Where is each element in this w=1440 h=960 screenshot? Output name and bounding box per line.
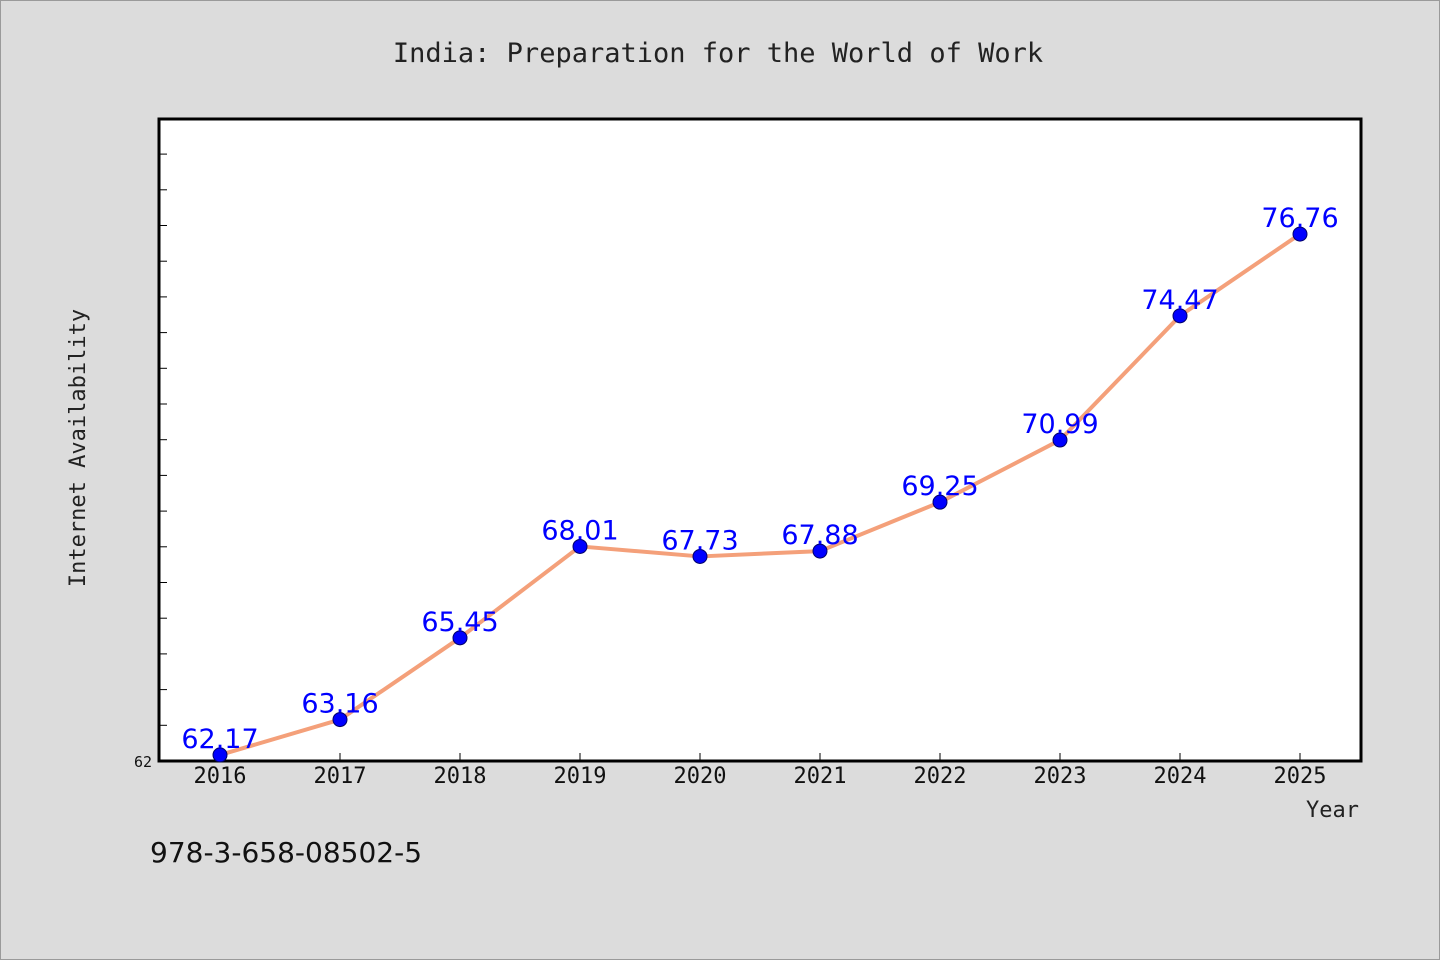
data-label: 63.16: [301, 689, 378, 720]
data-label: 70.99: [1021, 409, 1098, 440]
series-line: [218, 232, 1302, 757]
chart-title: India: Preparation for the World of Work: [393, 38, 1043, 69]
x-tick-label: 2022: [914, 764, 967, 789]
footer-code: 978-3-658-08502-5: [150, 836, 422, 869]
data-label: 67.73: [661, 525, 738, 556]
data-label: 62.17: [181, 724, 258, 755]
x-tick-labels: 2016 2017 2018 2019 2020 2021 2022 2023 2024 2025: [194, 764, 1327, 789]
x-tick-label: 2017: [314, 764, 367, 789]
data-point-marker: [572, 538, 588, 554]
y-tick-label: 62: [134, 753, 152, 771]
plot-area: [157, 117, 1363, 763]
data-label: 68.01: [541, 515, 618, 546]
y-axis-label: Internet Availability: [66, 309, 91, 587]
data-point-marker: [1292, 226, 1308, 242]
x-tick-label: 2018: [434, 764, 487, 789]
data-label: 67.88: [781, 520, 858, 551]
data-point-marker: [692, 548, 708, 564]
data-point-marker: [452, 630, 468, 646]
data-label: 65.45: [421, 607, 498, 638]
x-tick-label: 2024: [1154, 764, 1207, 789]
x-tick-label: 2020: [674, 764, 727, 789]
x-tick-label: 2025: [1274, 764, 1327, 789]
data-label: 69.25: [901, 471, 978, 502]
data-point-marker: [932, 494, 948, 510]
x-tick-label: 2023: [1034, 764, 1087, 789]
data-point-marker: [812, 543, 828, 559]
x-tick-label: 2016: [194, 764, 247, 789]
x-axis-label: Year: [1306, 798, 1359, 823]
data-point-marker: [1052, 432, 1068, 448]
y-axis-ticks: [159, 153, 167, 762]
x-tick-label: 2021: [794, 764, 847, 789]
data-label: 74.47: [1141, 285, 1218, 316]
data-labels: 62.17 63.16 65.45 68.01 67.73 67.88 69.25 70.99…: [181, 203, 1338, 755]
x-tick-label: 2019: [554, 764, 607, 789]
data-point-marker: [1172, 308, 1188, 324]
data-point-marker: [332, 712, 348, 728]
series-line-group: [212, 226, 1308, 763]
data-label: 76.76: [1261, 203, 1338, 234]
data-point-marker: [212, 747, 228, 763]
